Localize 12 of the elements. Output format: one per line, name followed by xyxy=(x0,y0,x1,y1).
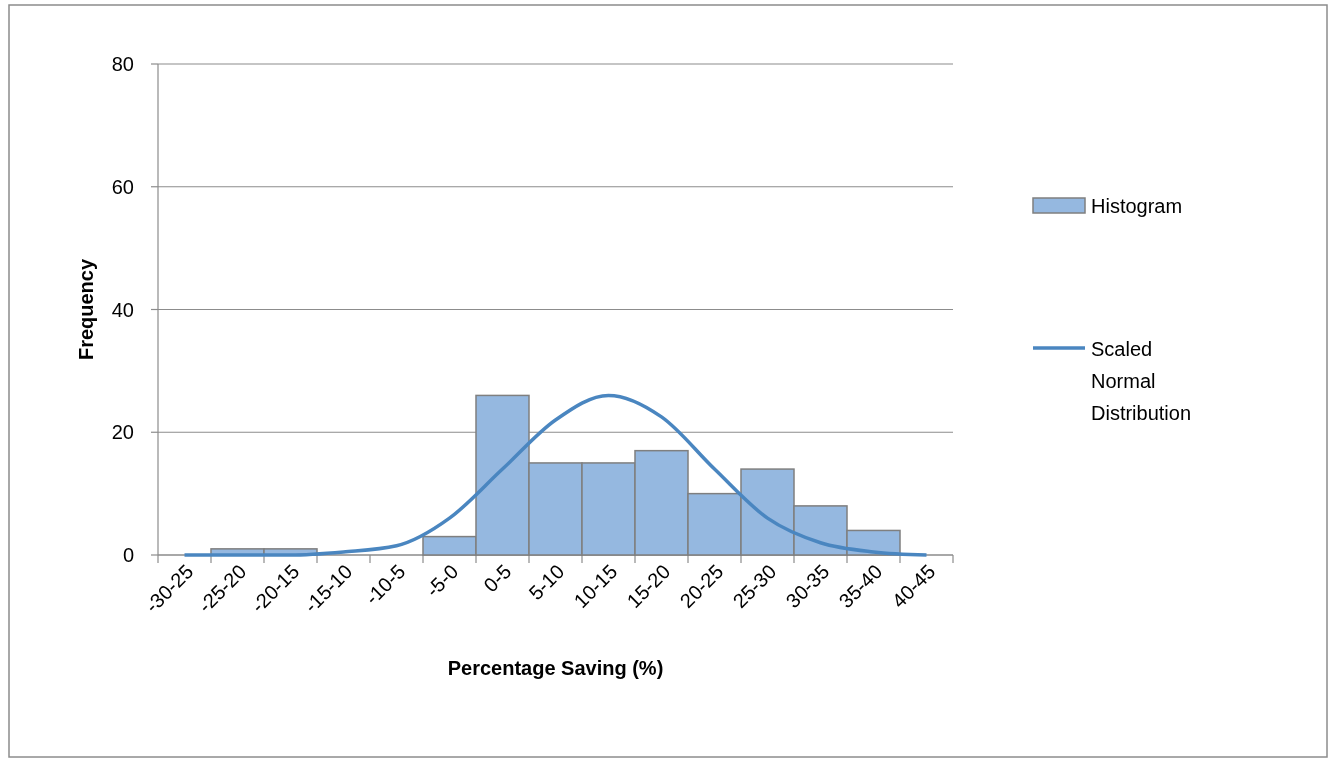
y-tick-label: 40 xyxy=(111,298,134,321)
line-series xyxy=(182,393,929,557)
legend-label: Histogram xyxy=(1091,195,1183,217)
x-tick-label: -5-0 xyxy=(421,560,463,601)
y-tick-label: 80 xyxy=(111,53,134,75)
legend-label: Scaled Normal Distribution xyxy=(1091,338,1192,424)
y-tick-label: 20 xyxy=(111,421,134,444)
y-axis-title: Frequency xyxy=(75,258,97,361)
y-tick-label: 0 xyxy=(122,544,134,566)
y-tick-label: 60 xyxy=(111,175,134,198)
x-axis-title: Percentage Saving (%) xyxy=(447,657,664,679)
x-tick-label: 0-5 xyxy=(479,560,516,597)
